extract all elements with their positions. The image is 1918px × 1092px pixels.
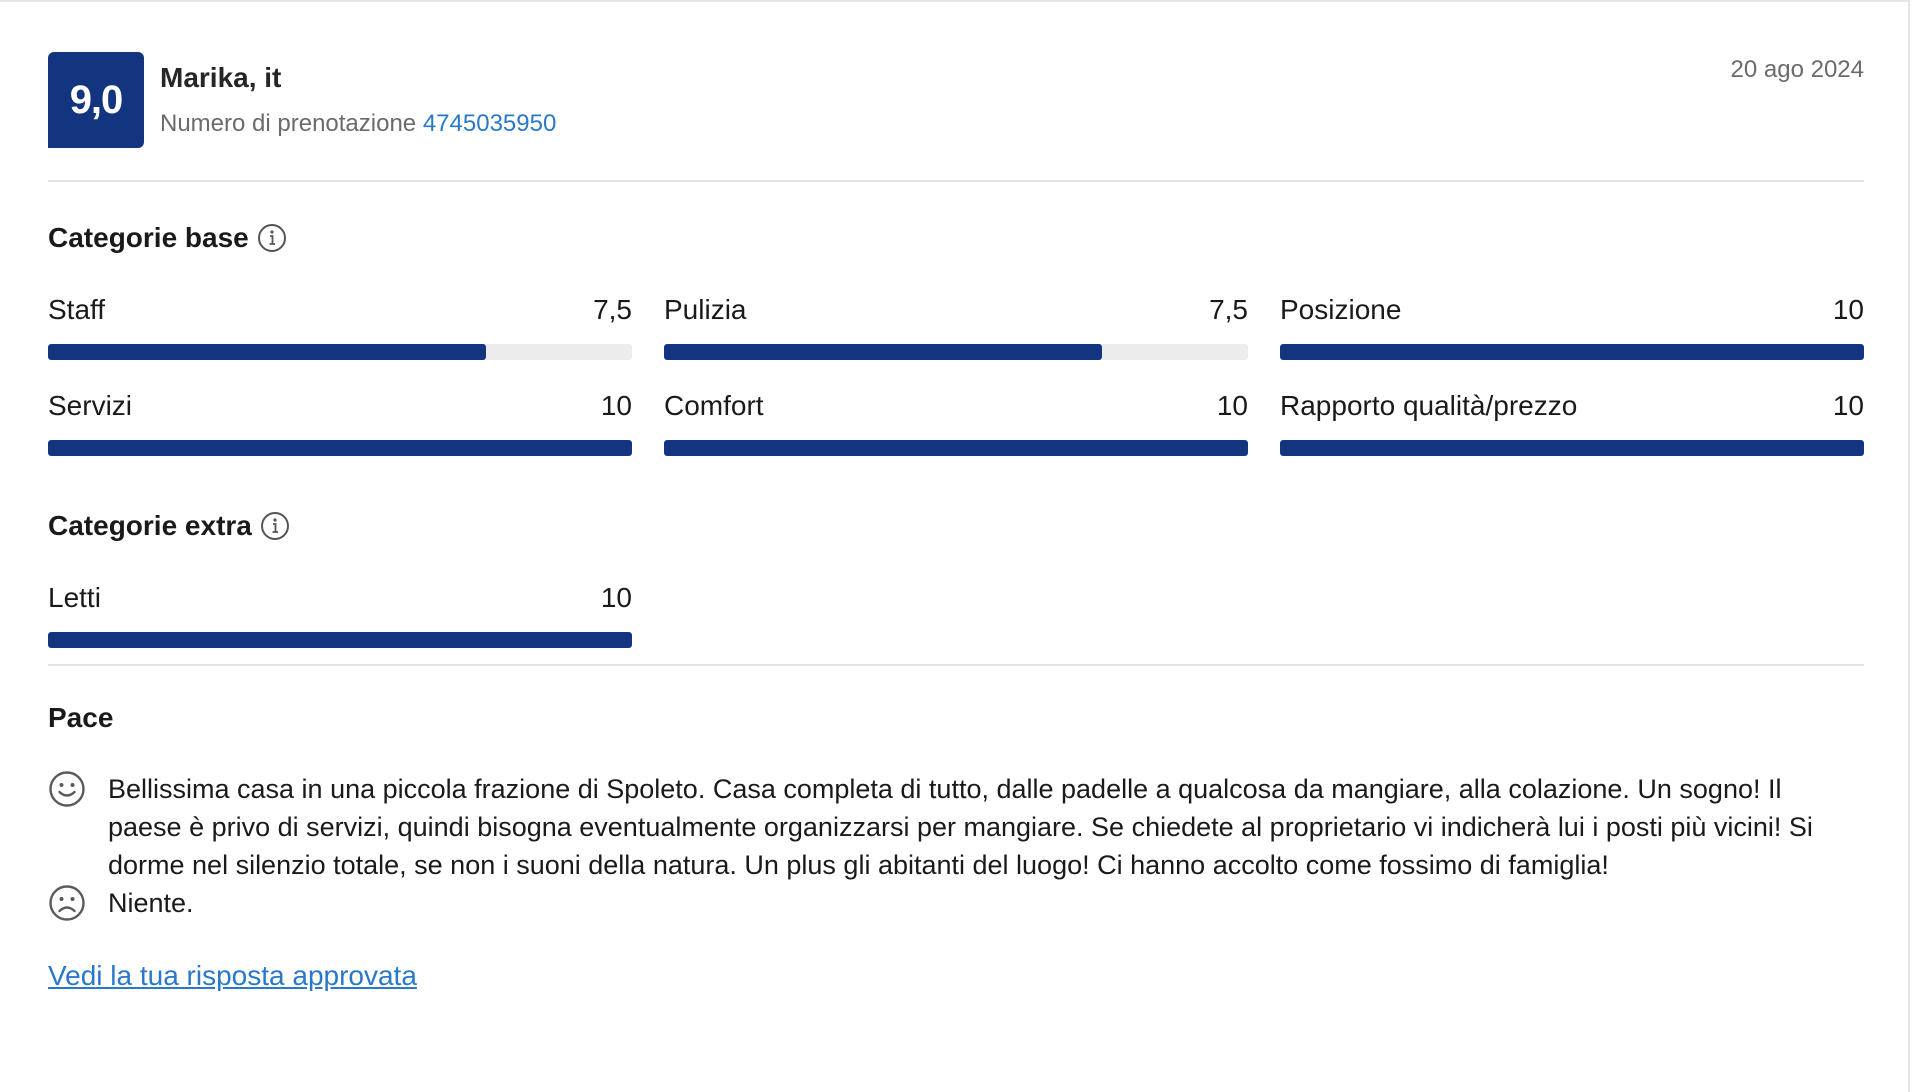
smiley-face-icon	[49, 771, 85, 807]
category-label: Rapporto qualità/prezzo	[1280, 390, 1578, 421]
score-bar-fill	[48, 344, 486, 360]
category-score: 7,5	[1209, 294, 1248, 325]
category-label: Letti	[48, 582, 101, 613]
score-bar	[48, 632, 632, 648]
category-score: 10	[600, 582, 632, 613]
review-title: Pace	[48, 702, 114, 733]
score-bar	[664, 440, 1248, 456]
category-servizi: Servizi 10	[48, 390, 632, 456]
positive-comment-text: Bellissima casa in una piccola frazione …	[108, 774, 1813, 880]
base-categories-label: Categorie base	[48, 222, 249, 253]
score-bar	[1280, 440, 1864, 456]
category-posizione: Posizione 10	[1280, 294, 1864, 360]
overall-score-badge: 9,0	[48, 52, 144, 148]
section-divider	[48, 664, 1864, 666]
category-comfort: Comfort 10	[664, 390, 1248, 456]
base-categories-title: Categorie base	[48, 222, 1864, 254]
score-bar-fill	[664, 344, 1102, 360]
score-bar	[48, 440, 632, 456]
info-circle-icon[interactable]	[260, 511, 290, 541]
score-bar-fill	[664, 440, 1248, 456]
review-date: 20 ago 2024	[1730, 56, 1864, 83]
review-header: 9,0 Marika, it Numero di prenotazione 47…	[48, 50, 1864, 182]
category-label: Pulizia	[664, 294, 747, 325]
extra-categories-grid: Letti 10	[48, 582, 1864, 648]
base-categories-grid: Staff 7,5 Pulizia 7,5 Posizione 10	[48, 294, 1864, 456]
booking-number-link[interactable]: 4745035950	[422, 110, 557, 137]
category-score: 10	[1832, 390, 1864, 421]
category-label: Staff	[48, 294, 106, 325]
positive-comment: Bellissima casa in una piccola frazione …	[48, 770, 1864, 884]
category-label: Posizione	[1280, 294, 1402, 325]
info-circle-icon[interactable]	[257, 223, 287, 253]
extra-categories-label: Categorie extra	[48, 510, 252, 541]
extra-categories-title: Categorie extra	[48, 510, 1864, 542]
reviewer-name: Marika, it	[160, 62, 282, 93]
booking-info: Numero di prenotazione 4745035950	[160, 110, 556, 138]
score-bar	[1280, 344, 1864, 360]
negative-comment: Niente.	[48, 884, 1864, 922]
score-bar-fill	[48, 440, 632, 456]
score-bar-fill	[48, 632, 632, 648]
score-bar	[48, 344, 632, 360]
score-bar-fill	[1280, 440, 1864, 456]
category-score: 10	[1216, 390, 1248, 421]
category-score: 7,5	[593, 294, 632, 325]
approved-response-link[interactable]: Vedi la tua risposta approvata	[48, 960, 417, 991]
category-letti: Letti 10	[48, 582, 632, 648]
category-rapporto-qualita-prezzo: Rapporto qualità/prezzo 10	[1280, 390, 1864, 456]
sad-face-icon	[49, 885, 85, 921]
category-label: Comfort	[664, 390, 764, 421]
category-score: 10	[1832, 294, 1864, 325]
negative-comment-text: Niente.	[108, 888, 194, 918]
review-content: 9,0 Marika, it Numero di prenotazione 47…	[48, 50, 1864, 992]
score-bar	[664, 344, 1248, 360]
category-label: Servizi	[48, 390, 133, 421]
score-bar-fill	[1280, 344, 1864, 360]
category-score: 10	[600, 390, 632, 421]
category-pulizia: Pulizia 7,5	[664, 294, 1248, 360]
category-staff: Staff 7,5	[48, 294, 632, 360]
booking-label: Numero di prenotazione	[160, 110, 417, 137]
